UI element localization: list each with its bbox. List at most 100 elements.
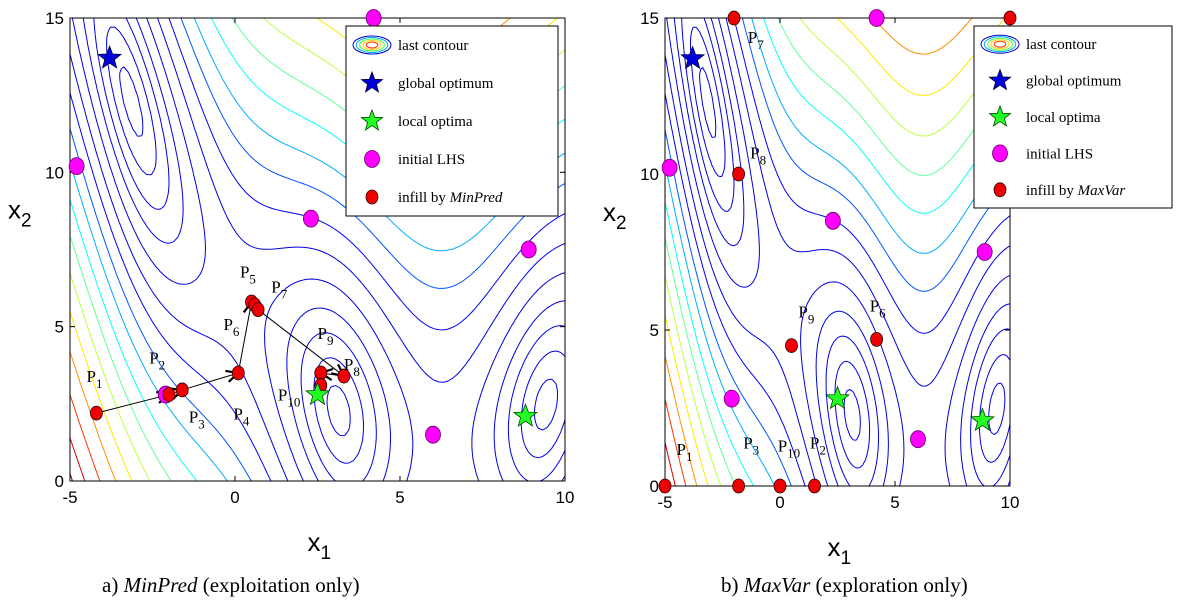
infill-point (658, 478, 672, 494)
arrow-line (182, 372, 239, 391)
contour-level-15 (665, 442, 676, 486)
infill-point (231, 365, 245, 381)
point-label: P3 (189, 407, 205, 431)
infill-point (90, 405, 103, 421)
legend-contour-icon (352, 35, 392, 55)
contour-level-15 (70, 437, 86, 481)
initial-lhs-point (868, 9, 885, 27)
point-label: P9 (798, 303, 814, 327)
y-tick-label: 15 (640, 9, 659, 28)
legend: last contour global optimum local optima in… (345, 25, 559, 217)
legend-blue-star-icon (988, 68, 1012, 91)
infill-point (162, 387, 176, 402)
x-tick-label: 10 (1001, 493, 1020, 512)
plot-frame (69, 17, 566, 482)
local-optimum-star (825, 385, 850, 410)
y-tick-label: 5 (55, 318, 64, 337)
arrow-line (237, 301, 252, 374)
legend-contour-icon (993, 40, 1007, 48)
point-label: P3 (743, 434, 759, 458)
point-label: P8 (750, 143, 766, 167)
point-label: P1 (677, 440, 693, 464)
initial-lhs-point (68, 157, 85, 176)
legend-contour-icon (980, 34, 1020, 54)
x-tick-label: 0 (230, 488, 239, 507)
point-label: P7 (748, 28, 764, 52)
global-optimum-star (97, 44, 123, 69)
point-label: P2 (810, 434, 826, 458)
initial-lhs-point (302, 209, 319, 228)
infill-point (808, 478, 821, 494)
x-axis-label: x1 (308, 527, 332, 564)
legend-label: local optima (398, 114, 473, 130)
arrow-line (96, 394, 170, 414)
point-label: P10 (778, 437, 800, 461)
contour-level-4 (71, 18, 565, 481)
panel-caption: b) MaxVar (exploration only) (721, 573, 968, 597)
legend-contour-icon (359, 38, 385, 52)
infill-point (1003, 10, 1017, 26)
contour-level-13 (665, 18, 973, 486)
legend-label: global optimum (1026, 74, 1122, 90)
y-tick-label: 5 (650, 321, 659, 340)
point-label: P10 (278, 386, 300, 410)
contour-level-5 (70, 18, 565, 481)
infill-point (727, 10, 741, 26)
initial-lhs-point (425, 425, 441, 444)
initial-lhs-point (910, 430, 926, 449)
y-tick-label: 10 (640, 165, 659, 184)
global-optimum-star (680, 45, 706, 70)
legend-red-circle-icon (993, 182, 1007, 198)
point-label: P1 (87, 367, 103, 391)
infill-point (785, 338, 798, 354)
y-tick-label: 0 (650, 477, 659, 496)
infill-arrows (96, 299, 346, 414)
contour-level-9 (665, 18, 1010, 486)
x-tick-label: 5 (890, 493, 899, 512)
contour-level-2 (93, 18, 565, 481)
x-axis-label: x1 (828, 532, 852, 569)
legend-label: last contour (1026, 37, 1096, 53)
point-label: P7 (271, 278, 287, 302)
initial-lhs-point (723, 389, 740, 408)
legend-label: local optima (1026, 110, 1101, 126)
point-label: P4 (233, 404, 249, 428)
y-tick-label: 15 (45, 9, 64, 28)
initial-lhs-point (661, 158, 678, 177)
point-label: P8 (344, 355, 360, 379)
contour-level-0 (699, 67, 1006, 441)
contour-level-0 (119, 66, 558, 437)
legend-contour-icon (365, 41, 379, 49)
legend-contour-icon (983, 36, 1017, 53)
x-tick-label: 10 (556, 488, 575, 507)
infill-point (175, 382, 189, 398)
contour-level-14 (70, 394, 101, 481)
legend-label: initial LHS (1026, 146, 1093, 162)
point-label: P2 (149, 349, 165, 373)
initial-lhs-point (365, 9, 382, 27)
point-label: P5 (240, 262, 256, 286)
contour-level-1 (690, 26, 1010, 469)
infill-point (773, 478, 787, 494)
infill-point (870, 331, 883, 347)
local-optimum-star (512, 403, 538, 427)
y-axis-label: x2 (8, 195, 32, 232)
legend-contour-icon (362, 40, 382, 50)
legend-blue-star-icon (360, 70, 384, 93)
initial-lhs-point (520, 240, 537, 259)
contour-level-4 (666, 18, 1010, 486)
y-tick-label: 10 (45, 163, 64, 182)
panel-caption: a) MinPred (exploitation only) (102, 573, 360, 597)
infill-point (337, 368, 351, 384)
legend: last contour global optimum local optima in… (973, 25, 1173, 209)
legend-label: infill by MaxVar (1026, 183, 1125, 199)
legend-label: global optimum (398, 76, 494, 92)
contour-lines (665, 18, 1010, 486)
initial-lhs-point (976, 243, 993, 261)
legend-label: infill by MinPred (398, 190, 503, 206)
x-tick-label: -5 (62, 488, 77, 507)
legend-label: initial LHS (398, 152, 465, 168)
contour-level-3 (673, 18, 1010, 486)
